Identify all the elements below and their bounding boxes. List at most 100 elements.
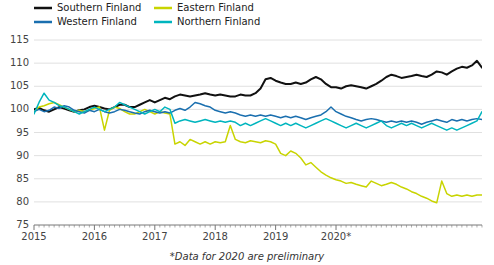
x-tick [451,225,452,228]
x-tick [109,225,110,228]
x-tick-label: 2016 [82,231,107,242]
x-tick [174,225,175,228]
x-tick [94,225,95,230]
x-tick [396,225,397,228]
x-tick [34,225,35,230]
x-tick [265,225,266,228]
x-tick [421,225,422,228]
x-tick [99,225,100,228]
x-tick [260,225,261,228]
y-tick-label: 85 [16,173,29,184]
x-tick-label: 2018 [202,231,227,242]
x-tick [381,225,382,228]
legend-item: Western Finland [34,16,137,27]
x-tick [441,225,442,228]
legend-label: Western Finland [57,16,137,27]
x-tick [39,225,40,228]
x-tick [240,225,241,228]
x-tick [124,225,125,228]
x-tick [104,225,105,228]
x-tick [310,225,311,228]
x-tick [330,225,331,228]
x-tick [275,225,276,230]
x-tick [210,225,211,228]
x-tick [376,225,377,228]
x-tick [270,225,271,228]
x-tick [466,225,467,228]
x-tick [200,225,201,228]
x-tick-label: 2017 [142,231,167,242]
legend-item: Eastern Finland [154,2,254,13]
x-tick [134,225,135,228]
x-tick [431,225,432,228]
x-tick [471,225,472,228]
x-tick [230,225,231,228]
x-axis-line [34,225,482,226]
legend-label: Eastern Finland [177,2,254,13]
y-tick-label: 95 [16,127,29,138]
grid-line [34,63,482,64]
x-tick [361,225,362,228]
grid-line [34,132,482,133]
x-tick [300,225,301,228]
x-tick [190,225,191,228]
series-line [34,102,482,124]
x-tick [285,225,286,228]
x-tick [119,225,120,228]
x-tick-label: 2015 [21,231,46,242]
y-tick-label: 80 [16,196,29,207]
x-tick [149,225,150,228]
y-tick-label: 105 [10,80,29,91]
legend-label: Southern Finland [57,2,141,13]
x-tick [446,225,447,228]
x-tick [144,225,145,228]
x-tick [386,225,387,228]
x-tick [179,225,180,228]
x-tick [64,225,65,228]
grid-line [34,155,482,156]
x-tick [49,225,50,228]
x-tick [215,225,216,230]
y-tick-label: 110 [10,57,29,68]
y-tick-label: 75 [16,219,29,230]
x-tick [169,225,170,228]
x-tick [250,225,251,228]
footnote: *Data for 2020 are preliminary [170,251,325,262]
x-axis: 2015 2016 2017 2018 2019 2020* [21,225,482,242]
y-axis: 7580859095100105110115 [10,34,29,230]
x-tick [401,225,402,228]
x-tick [305,225,306,228]
lines [34,61,482,203]
x-tick [245,225,246,228]
x-tick [74,225,75,228]
x-tick [371,225,372,228]
x-tick-label: 2019 [263,231,288,242]
x-tick [391,225,392,228]
x-tick [220,225,221,228]
x-tick [235,225,236,228]
x-tick [482,225,483,228]
grid-line [34,40,482,41]
x-tick [411,225,412,228]
x-tick [341,225,342,228]
grid-line [34,225,482,226]
legend-swatch [154,7,172,10]
x-tick [59,225,60,228]
legend-swatch [34,7,52,10]
x-tick [195,225,196,228]
x-tick [225,225,226,228]
legend-swatch [154,21,172,24]
x-tick [205,225,206,228]
x-tick [295,225,296,228]
x-tick [320,225,321,228]
series-line [34,102,482,202]
x-tick [325,225,326,228]
x-tick [406,225,407,228]
x-tick [351,225,352,228]
y-tick-label: 90 [16,150,29,161]
y-grid [34,40,482,225]
chart: 7580859095100105110115201520162017201820… [0,0,494,265]
x-tick-label: 2020* [321,231,351,242]
x-tick [280,225,281,228]
legend: Southern Finland Eastern Finland Western F… [34,2,260,27]
